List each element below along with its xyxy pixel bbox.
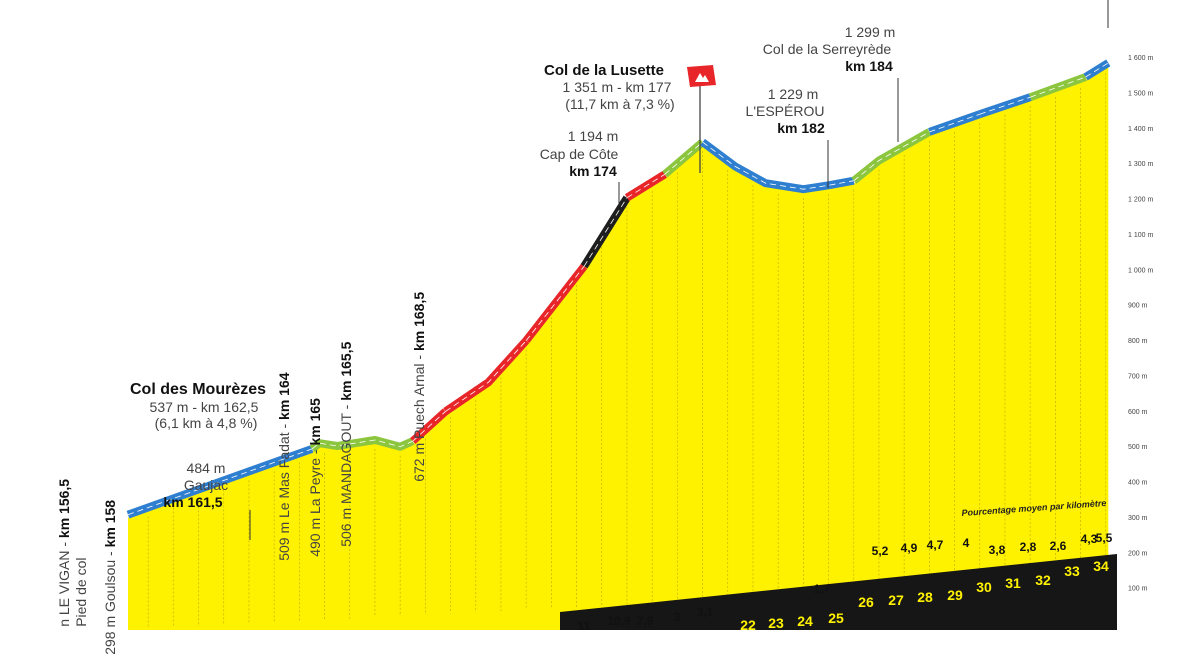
y-tick-label: 1 100 m [1128,232,1153,239]
gradient-label: 3,1 [697,605,714,619]
km-axis-label: 24 [797,613,813,629]
road-centerline [445,340,527,412]
y-tick-label: 100 m [1128,586,1148,593]
esperou-name: L'ESPÉROU [745,103,825,119]
km-axis-label: 27 [888,592,904,608]
km-axis-label: 31 [1005,575,1021,591]
km-axis-label: 32 [1035,572,1051,588]
cap-de-cote-alt: 1 194 m [567,128,619,144]
gradient-label: 4,3 [1081,532,1098,546]
km-axis-labels: 22 23 24 25 26 27 28 29 30 31 32 33 34 [740,558,1109,630]
y-tick-label: 800 m [1128,338,1148,345]
serreyrede-km: km 184 [845,58,893,74]
gradient-label: 4,7 [927,538,944,552]
gradient-label: 5,2 [872,544,889,558]
gradient-label: 10,9 [607,614,631,628]
km-axis-label: 28 [917,589,933,605]
road-segment-green [1028,73,1087,101]
km-axis-label: 30 [976,579,992,595]
road-centerline [583,197,628,267]
km-band [560,554,1117,630]
road-centerline [929,113,980,133]
gaujac-km: km 161,5 [163,494,223,510]
road-centerline [626,173,666,199]
cap-de-cote-km: km 174 [569,163,617,179]
cap-de-cote-name: Cap de Côte [539,146,619,162]
y-tick-label: 500 m [1128,444,1148,451]
gradient-label: 5,5 [1096,531,1113,545]
gradient-label: 2,6 [1050,539,1067,553]
gradient-road [126,59,1111,519]
col-des-mourezes-name: Col des Mourèzes [129,381,267,398]
y-tick-label: 1 000 m [1128,267,1153,274]
profile-area [128,65,1109,630]
col-de-la-lusette-alt: 1 351 m - km 177 [562,79,672,95]
col-des-mourezes-climb: (6,1 km à 4,8 %) [154,415,258,431]
km-axis-label: 29 [947,587,963,603]
summit-flag-icon [686,63,718,175]
gradient-label-partial: 11 [578,619,591,630]
esperou-alt: 1 229 m [767,86,819,102]
vlabel-goulsou: 298 m Goulsou - km 158 [102,499,119,655]
km-axis-label: 23 [768,615,784,630]
elevation-profile-chart: 100 m 200 m 300 m 400 m 500 m 600 m 700 m 800 m… [126,0,1153,630]
profile-fill [128,65,1109,630]
road-centerline [412,411,446,442]
y-tick-label: 400 m [1128,480,1148,487]
y-tick-label: 700 m [1128,373,1148,380]
road-centerline [1085,62,1109,78]
gradient-label: 2,8 [1020,540,1037,554]
road-centerline [702,141,854,190]
road-centerline [311,439,413,450]
km-axis-label: 25 [828,610,844,626]
gradient-labels: 10,9 7,9 3 3,1 1,7 5,2 4,9 4,7 4 3,8 2,8 2,6 4,35,5 1… [578,531,1113,630]
col-des-mourezes-alt: 537 m - km 162,5 [149,399,259,415]
gaujac-name: Gaujac [183,477,229,493]
col-de-la-lusette-name: Col de la Lusette [543,62,665,79]
road-centerline [664,141,703,175]
altitude-axis: 100 m 200 m 300 m 400 m 500 m 600 m 700 m 800 m… [1128,55,1153,593]
gradient-label: 3 [674,610,681,624]
y-tick-label: 1 600 m [1128,55,1153,62]
serreyrede-name: Col de la Serreyrède [762,41,892,57]
km-gridlines [147,73,1107,629]
serreyrede-alt: 1 299 m [844,24,896,40]
road-centerline [127,448,313,516]
vlabel-le-vigan: n LE VIGAN - km 156,5 [56,478,73,627]
vlabel-la-peyre: 490 m La Peyre - km 165 [307,398,324,557]
km-axis-label: 34 [1093,558,1109,574]
y-tick-label: 900 m [1128,303,1148,310]
gradient-label: 4 [963,536,970,550]
leader-lines [249,0,1109,540]
y-tick-label: 200 m [1128,550,1148,557]
y-tick-label: 300 m [1128,515,1148,522]
km-axis-label: 26 [858,594,874,610]
gaujac-alt: 484 m [186,460,226,476]
y-tick-label: 1 400 m [1128,126,1153,133]
road-centerline [979,96,1031,115]
km-axis-label: 22 [740,617,756,630]
road-centerline [853,131,930,182]
vlabel-pied-de-col: Pied de col [73,557,90,627]
gradient-label: 3,8 [989,543,1006,557]
gradient-label: 4,9 [901,541,918,555]
vlabel-le-mas-fadat: 509 m Le Mas Fadat - km 164 [276,372,293,561]
vlabel-mandagout: 506 m MANDAGOUT - km 165,5 [338,341,355,547]
gradient-label: 7,9 [637,614,654,628]
y-tick-label: 1 300 m [1128,161,1153,168]
y-tick-label: 1 200 m [1128,197,1153,204]
vlabel-puech-arnal: 672 m Puech Arnal - km 168,5 [411,291,428,482]
gradient-label: 1,7 [814,582,831,596]
y-tick-label: 1 500 m [1128,90,1153,97]
col-de-la-lusette-climb: (11,7 km à 7,3 %) [565,96,675,112]
road-centerline [525,266,585,341]
km-axis-label: 33 [1064,563,1080,579]
km-band-shape [560,554,1117,630]
y-tick-label: 600 m [1128,409,1148,416]
esperou-km: km 182 [777,120,825,136]
